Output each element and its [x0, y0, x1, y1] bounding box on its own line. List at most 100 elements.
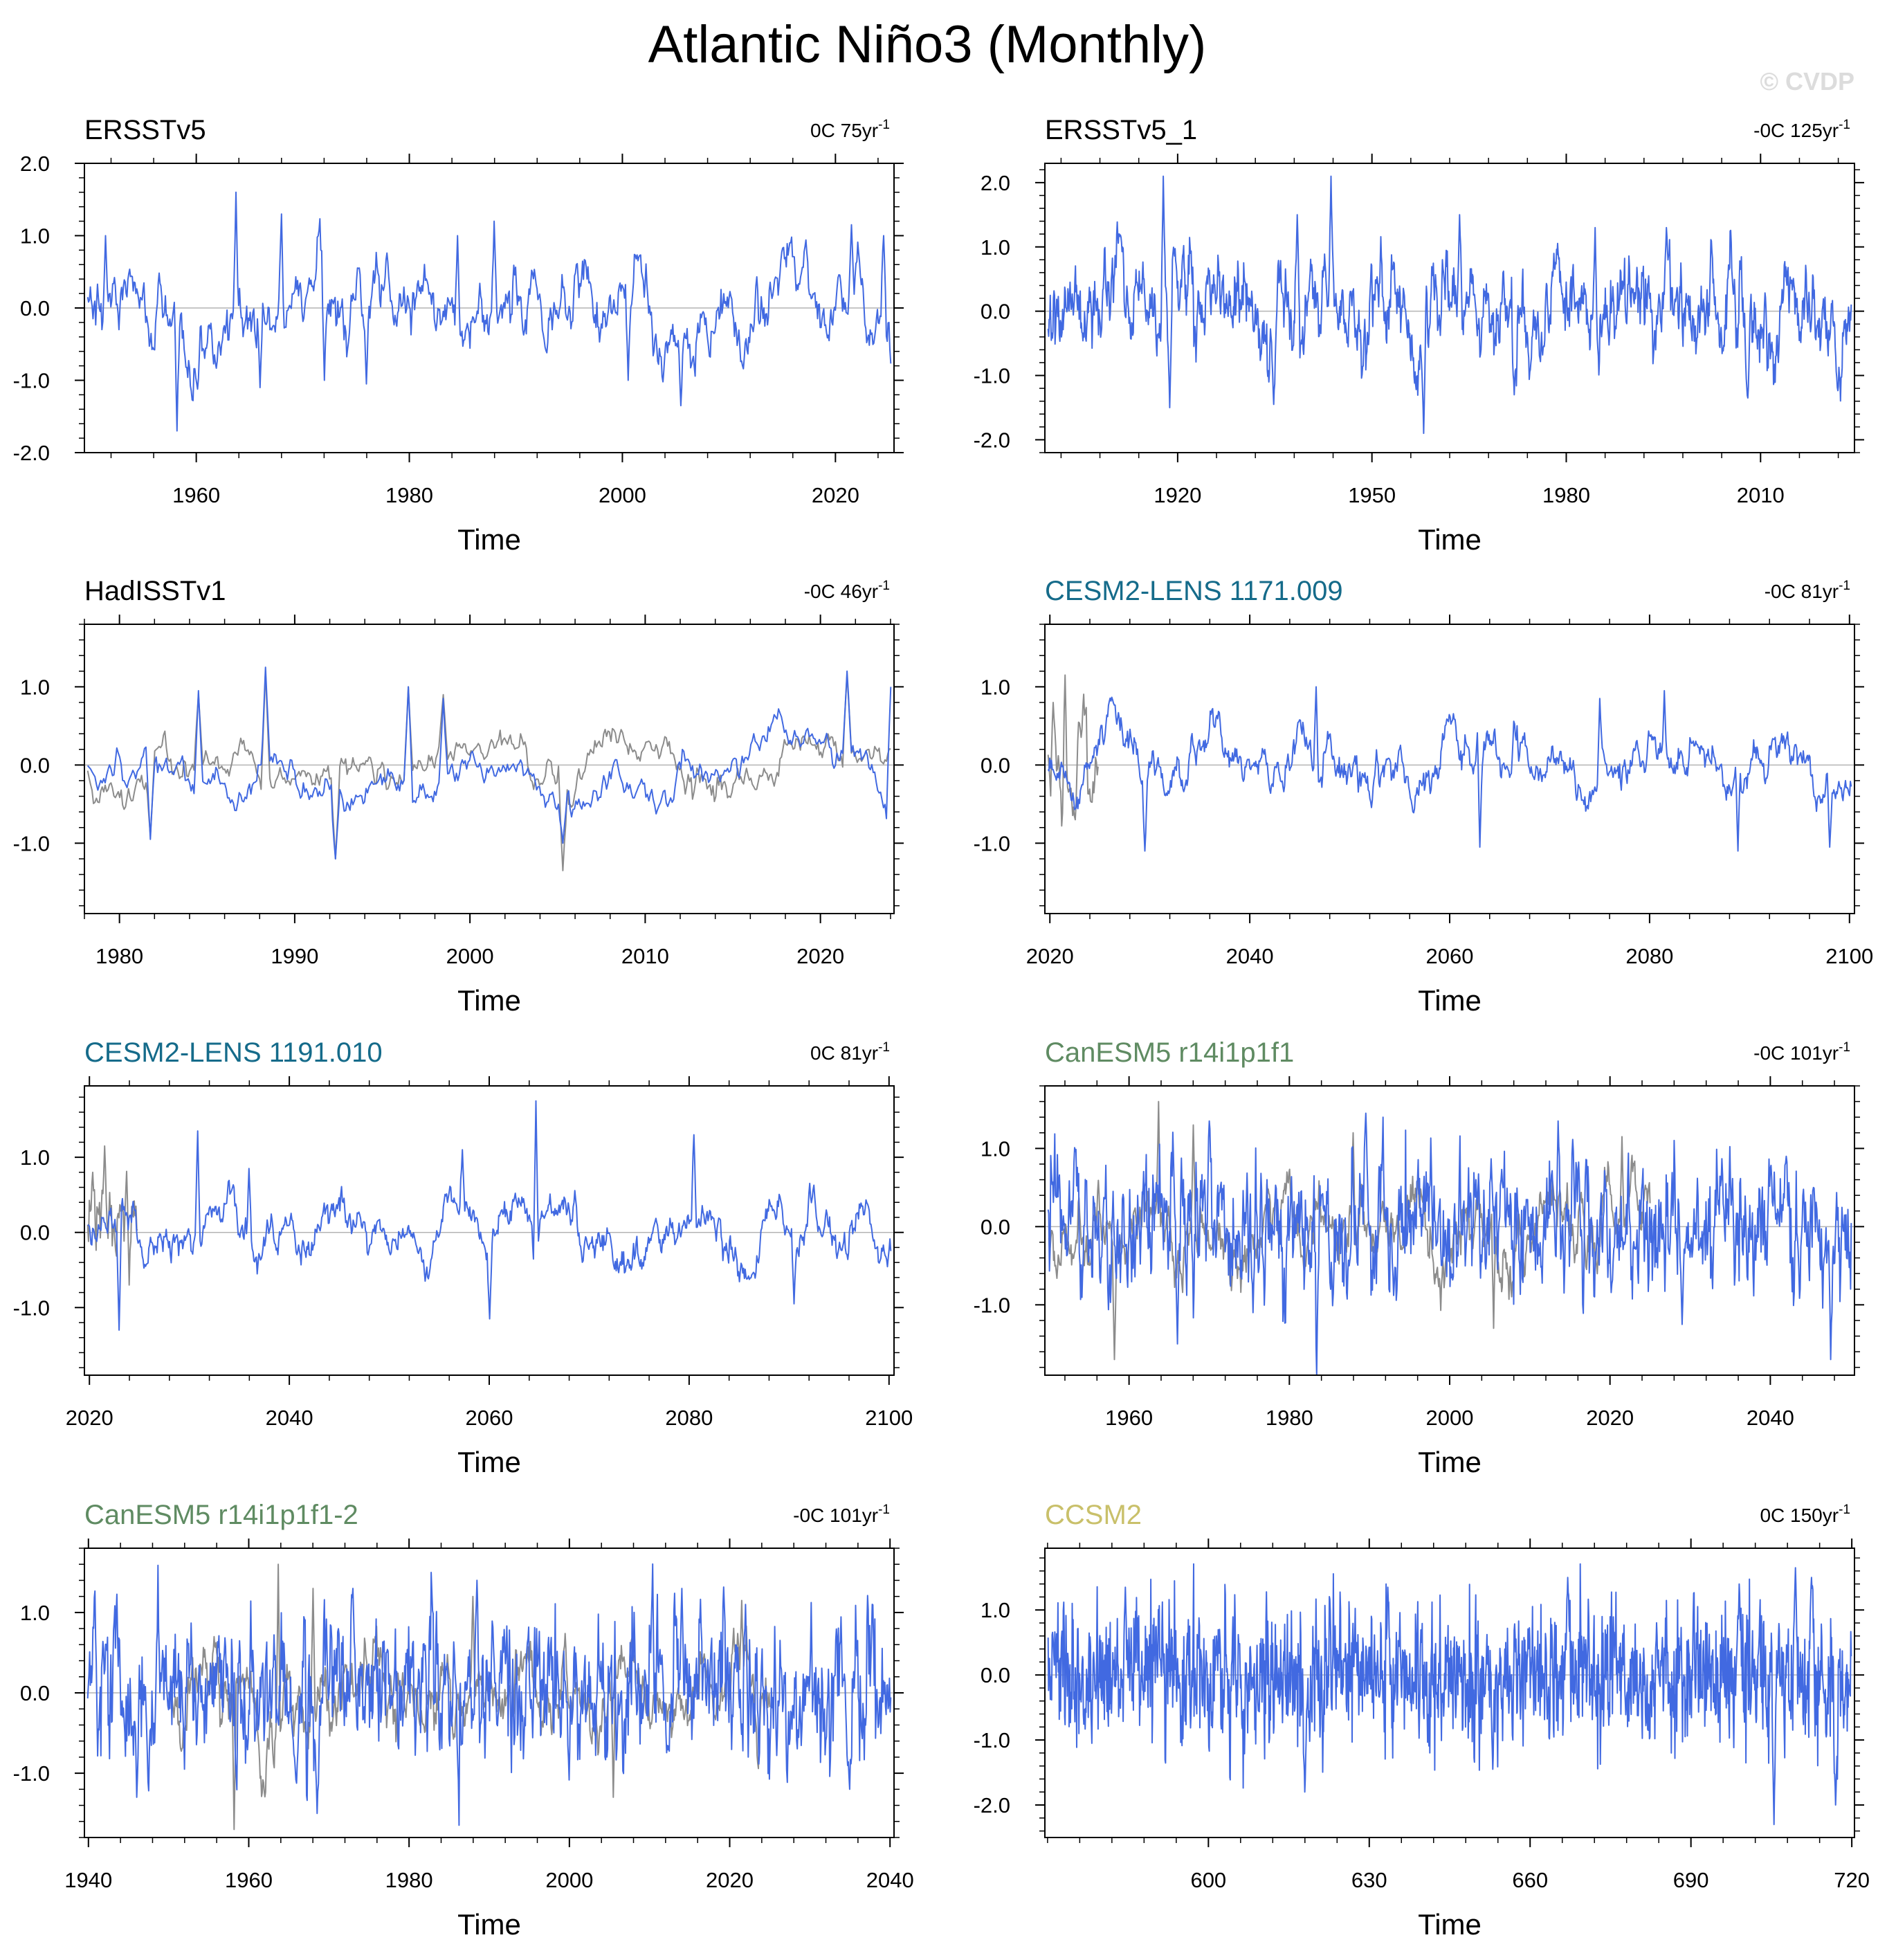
trend-label: 0C 150yr-1 [1760, 1503, 1850, 1526]
panel-grid: ERSSTv5 0C 75yr-1 -2.0 -1.0 0.0 1.0 2.0 1960 198… [13, 115, 1874, 1941]
trend-exponent: -1 [1839, 579, 1850, 593]
x-axis-label: Time [1418, 1446, 1482, 1478]
y-tick-label: 2.0 [981, 171, 1010, 195]
y-tick-label: 0.0 [20, 296, 50, 320]
observations-line [86, 1145, 138, 1286]
x-tick-label: 2020 [66, 1406, 113, 1430]
y-tick-label: -1.0 [13, 831, 50, 855]
trend-exponent: -1 [1839, 1040, 1850, 1055]
x-tick-label: 2060 [466, 1406, 513, 1430]
panel-title: CESM2-LENS 1171.009 [1045, 576, 1343, 606]
x-axis-label: Time [457, 1908, 521, 1941]
cvdp-watermark: © CVDP [1760, 67, 1854, 96]
series-line [1047, 175, 1852, 435]
x-tick-label: 2010 [1737, 483, 1785, 507]
panel-title: ERSSTv5 [84, 115, 206, 145]
y-tick-label: -1.0 [974, 364, 1010, 388]
x-axis-label: Time [457, 1446, 521, 1478]
x-tick-label: 1980 [1266, 1406, 1313, 1430]
plot-frame [84, 624, 895, 914]
y-tick-label: 1.0 [981, 1136, 1010, 1161]
x-tick-label: 600 [1190, 1868, 1226, 1892]
y-tick-label: 0.0 [20, 753, 50, 777]
trend-value: -0C 81yr [1765, 581, 1839, 602]
y-tick-label: -2.0 [974, 1793, 1010, 1817]
trend-value: 0C 150yr [1760, 1505, 1839, 1526]
series-line [1047, 686, 1852, 852]
panel-title: CESM2-LENS 1191.010 [84, 1037, 383, 1068]
y-tick-label: 0.0 [981, 1215, 1010, 1239]
trend-value: -0C 101yr [1753, 1042, 1839, 1064]
x-tick-label: 2040 [1226, 944, 1274, 968]
plot-frame [84, 1085, 895, 1376]
trend-exponent: -1 [878, 118, 890, 132]
x-tick-label: 1950 [1348, 483, 1396, 507]
series-line [87, 1100, 892, 1331]
chart-panel-3: HadISSTv1 -0C 46yr-1 -1.0 0.0 1.0 1980 1990 200… [13, 576, 904, 1017]
trend-label: 0C 75yr-1 [810, 118, 890, 141]
x-tick-label: 2020 [1026, 944, 1074, 968]
y-tick-label: 1.0 [981, 235, 1010, 260]
trend-exponent: -1 [878, 1503, 890, 1517]
y-tick-label: 0.0 [981, 1663, 1010, 1687]
trend-exponent: -1 [1839, 118, 1850, 132]
y-tick-label: 1.0 [981, 1598, 1010, 1622]
y-tick-label: 1.0 [20, 1601, 50, 1625]
observations-line [1047, 674, 1099, 827]
y-tick-label: 0.0 [20, 1681, 50, 1705]
trend-value: -0C 101yr [793, 1505, 878, 1526]
x-axis-label: Time [1418, 984, 1482, 1017]
x-tick-label: 630 [1351, 1868, 1387, 1892]
x-tick-label: 2020 [706, 1868, 754, 1892]
trend-label: 0C 81yr-1 [810, 1040, 890, 1064]
x-tick-label: 2040 [866, 1868, 914, 1892]
y-tick-label: -1.0 [974, 1728, 1010, 1752]
x-tick-label: 2080 [665, 1406, 713, 1430]
y-tick-label: -1.0 [13, 1761, 50, 1786]
x-tick-label: 2010 [621, 944, 669, 968]
x-tick-label: 660 [1512, 1868, 1548, 1892]
x-tick-label: 1960 [172, 483, 220, 507]
x-tick-label: 2100 [1825, 944, 1873, 968]
observations-line [167, 1563, 771, 1831]
chart-panel-4: CESM2-LENS 1171.009 -0C 81yr-1 -1.0 0.0 1.0 2… [974, 576, 1874, 1017]
y-tick-label: -1.0 [974, 831, 1010, 855]
y-tick-label: 1.0 [981, 675, 1010, 699]
x-axis-label: Time [457, 523, 521, 556]
x-tick-label: 2100 [865, 1406, 913, 1430]
panel-title: ERSSTv5_1 [1045, 115, 1197, 145]
trend-exponent: -1 [878, 579, 890, 593]
plot-frame [1044, 624, 1855, 914]
trend-value: 0C 81yr [810, 1042, 878, 1064]
x-tick-label: 2060 [1426, 944, 1474, 968]
trend-label: -0C 81yr-1 [1765, 579, 1850, 602]
y-tick-label: -1.0 [13, 1296, 50, 1320]
chart-panel-1: ERSSTv5 0C 75yr-1 -2.0 -1.0 0.0 1.0 2.0 1960 198… [13, 115, 904, 556]
panel-title: CanESM5 r14i1p1f1-2 [84, 1500, 358, 1530]
x-tick-label: 2020 [1586, 1406, 1634, 1430]
x-tick-label: 1980 [1542, 483, 1590, 507]
x-axis-label: Time [457, 984, 521, 1017]
panel-title: CanESM5 r14i1p1f1 [1045, 1037, 1294, 1068]
x-tick-label: 1920 [1154, 483, 1201, 507]
x-tick-label: 2000 [545, 1868, 593, 1892]
trend-label: -0C 101yr-1 [1753, 1040, 1850, 1064]
plot-frame [1044, 1548, 1855, 1838]
y-tick-label: -2.0 [13, 441, 50, 465]
series-line [86, 1563, 892, 1826]
figure-title: Atlantic Niño3 (Monthly) [648, 15, 1207, 74]
y-tick-label: 0.0 [981, 300, 1010, 324]
trend-exponent: -1 [1839, 1503, 1850, 1517]
x-tick-label: 720 [1834, 1868, 1870, 1892]
chart-panel-5: CESM2-LENS 1191.010 0C 81yr-1 -1.0 0.0 1.0 20… [13, 1037, 913, 1478]
x-tick-label: 1980 [385, 1868, 433, 1892]
y-tick-label: 0.0 [20, 1221, 50, 1245]
x-tick-label: 2020 [812, 483, 859, 507]
x-tick-label: 2000 [599, 483, 646, 507]
trend-exponent: -1 [878, 1040, 890, 1055]
x-tick-label: 1990 [271, 944, 318, 968]
x-tick-label: 1960 [225, 1868, 273, 1892]
trend-value: -0C 46yr [804, 581, 878, 602]
chart-panel-7: CanESM5 r14i1p1f1-2 -0C 101yr-1 -1.0 0.0 1.0… [13, 1500, 914, 1941]
x-tick-label: 2000 [446, 944, 494, 968]
